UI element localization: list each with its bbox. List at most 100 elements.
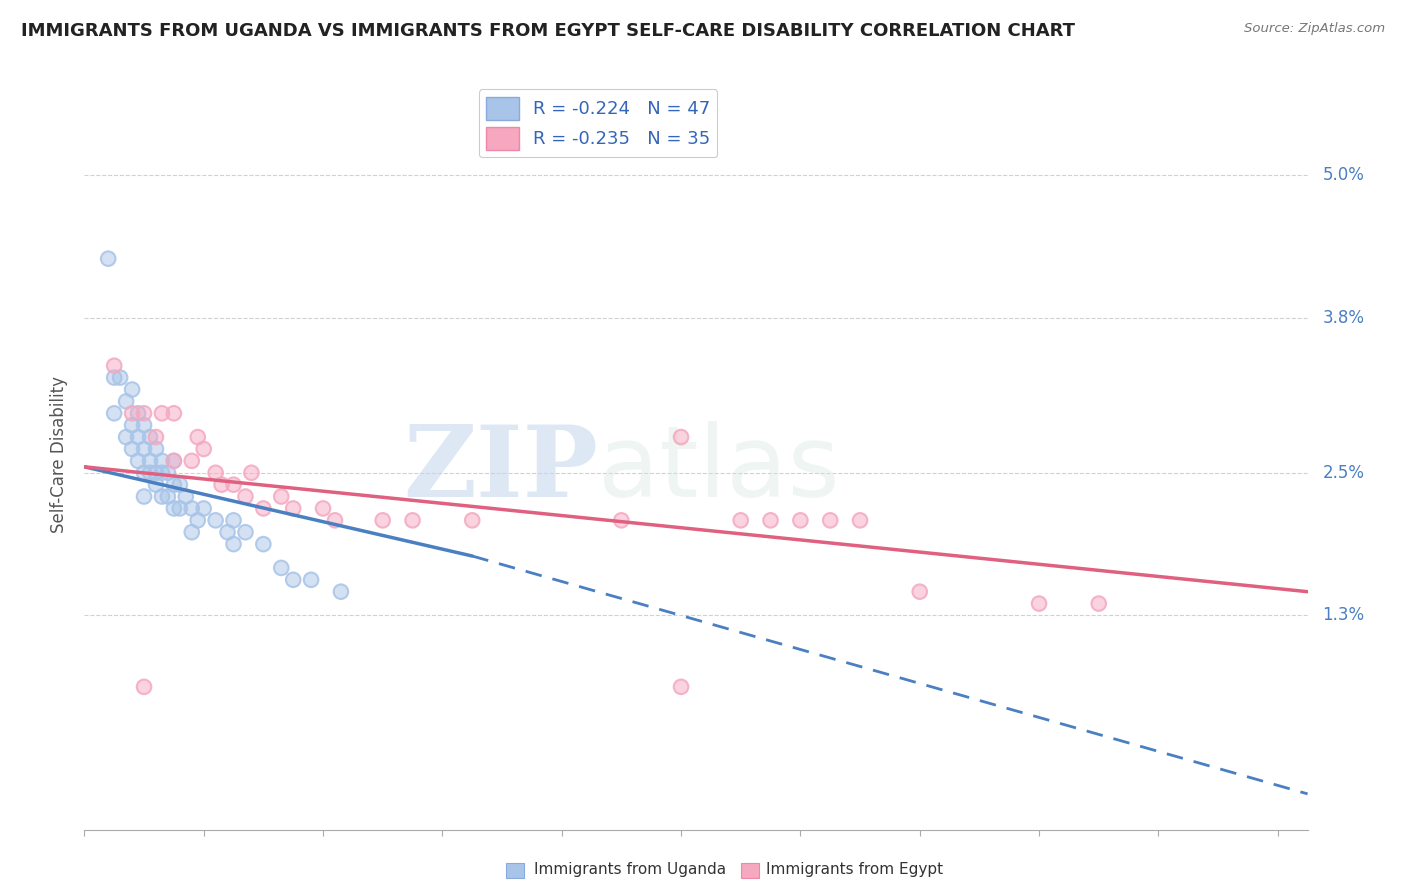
Point: [127, 406, 149, 420]
Point: [145, 477, 167, 491]
Point: [217, 525, 239, 540]
Point: [323, 513, 346, 527]
Point: [132, 406, 155, 420]
Point: [103, 370, 125, 384]
Point: [371, 513, 394, 527]
Point: [132, 490, 155, 504]
Point: [204, 513, 226, 527]
Point: [461, 513, 484, 527]
Point: [283, 573, 305, 587]
Point: [127, 454, 149, 468]
Point: [204, 466, 226, 480]
Point: [150, 466, 173, 480]
Point: [127, 454, 149, 468]
Point: [121, 406, 143, 420]
Point: [156, 490, 179, 504]
Point: [849, 513, 872, 527]
Point: [169, 477, 191, 491]
Point: [121, 418, 143, 433]
Point: [145, 430, 167, 444]
Point: [127, 406, 149, 420]
Point: [187, 513, 209, 527]
Point: [150, 466, 173, 480]
Point: [849, 513, 872, 527]
Point: [312, 501, 335, 516]
Point: [180, 501, 202, 516]
Point: [401, 513, 423, 527]
Point: [312, 501, 335, 516]
Text: 3.8%: 3.8%: [1322, 310, 1364, 327]
Point: [150, 406, 173, 420]
Point: [252, 537, 274, 551]
Point: [103, 359, 125, 373]
Point: [163, 501, 186, 516]
Point: [669, 430, 692, 444]
Point: [252, 501, 274, 516]
Point: [139, 430, 162, 444]
Point: [730, 513, 752, 527]
Point: [1028, 597, 1050, 611]
Point: [240, 466, 263, 480]
Point: [187, 430, 209, 444]
Text: Immigrants from Egypt: Immigrants from Egypt: [766, 863, 943, 877]
Point: [145, 466, 167, 480]
Point: [270, 561, 292, 575]
Point: [169, 477, 191, 491]
Point: [145, 466, 167, 480]
Point: [329, 584, 352, 599]
Point: [97, 252, 120, 266]
Point: [139, 454, 162, 468]
Point: [180, 525, 202, 540]
Point: [299, 573, 322, 587]
Point: [139, 466, 162, 480]
Text: ZIP: ZIP: [404, 421, 598, 518]
Point: [121, 383, 143, 397]
Point: [121, 383, 143, 397]
Point: [759, 513, 782, 527]
Point: [187, 430, 209, 444]
Text: 2.5%: 2.5%: [1322, 464, 1364, 482]
Point: [121, 442, 143, 456]
Point: [103, 406, 125, 420]
Point: [180, 501, 202, 516]
Point: [283, 573, 305, 587]
Point: [150, 490, 173, 504]
Point: [222, 477, 245, 491]
Point: [252, 501, 274, 516]
Point: [145, 477, 167, 491]
Point: [132, 680, 155, 694]
Point: [270, 561, 292, 575]
Point: [103, 359, 125, 373]
Point: [270, 490, 292, 504]
Point: [139, 454, 162, 468]
Text: 1.3%: 1.3%: [1322, 607, 1364, 624]
Point: [193, 501, 215, 516]
Point: [235, 490, 257, 504]
Point: [252, 537, 274, 551]
Point: [169, 501, 191, 516]
Point: [132, 406, 155, 420]
Point: [818, 513, 841, 527]
Point: [270, 490, 292, 504]
Point: [669, 430, 692, 444]
Point: [150, 454, 173, 468]
Point: [156, 466, 179, 480]
Point: [121, 418, 143, 433]
Text: 5.0%: 5.0%: [1322, 167, 1364, 185]
Point: [163, 501, 186, 516]
Point: [132, 418, 155, 433]
Point: [121, 442, 143, 456]
Point: [669, 680, 692, 694]
Point: [789, 513, 811, 527]
Point: [222, 537, 245, 551]
Point: [163, 454, 186, 468]
Point: [180, 525, 202, 540]
Point: [132, 418, 155, 433]
Point: [145, 430, 167, 444]
Point: [222, 513, 245, 527]
Point: [132, 442, 155, 456]
Point: [222, 477, 245, 491]
Point: [132, 680, 155, 694]
Point: [193, 501, 215, 516]
Point: [127, 430, 149, 444]
